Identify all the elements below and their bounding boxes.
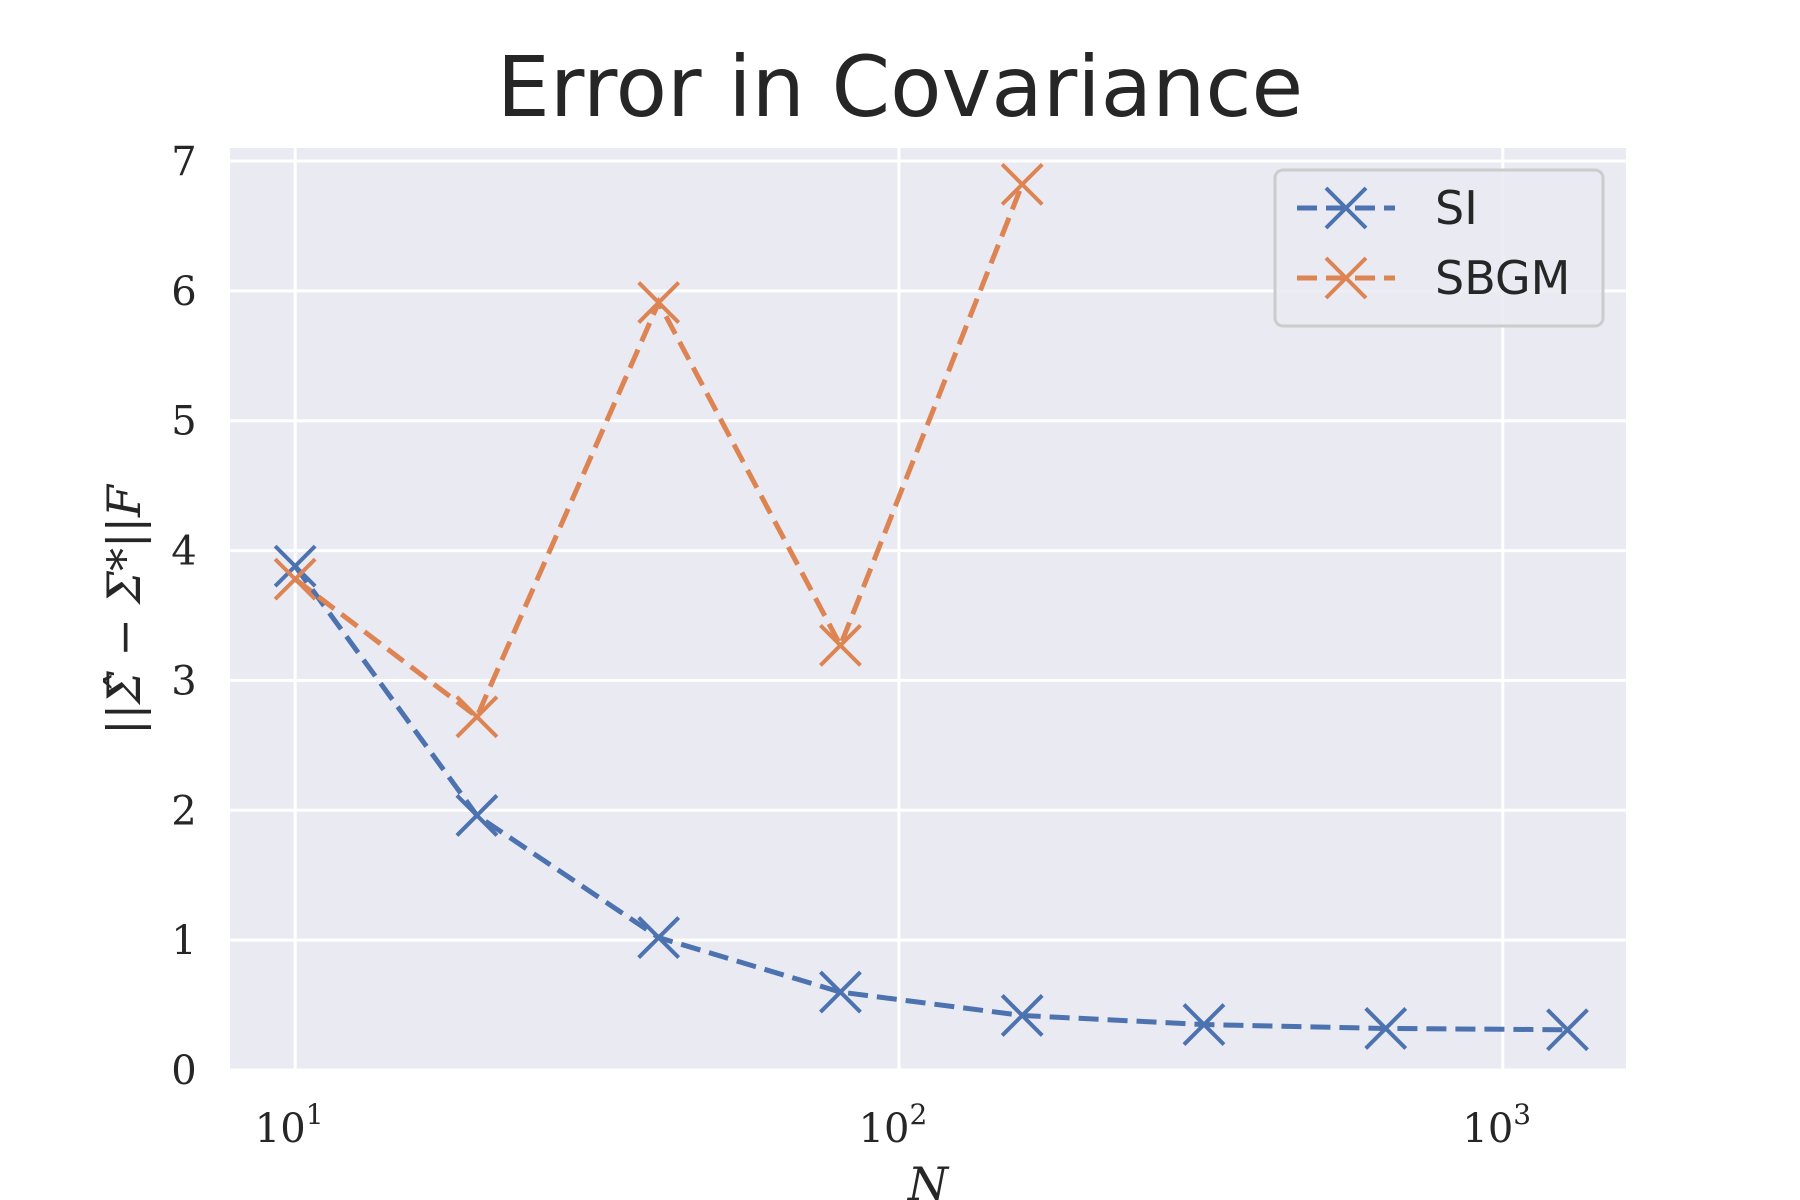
data-point-marker <box>637 916 681 959</box>
data-point-marker <box>819 970 862 1014</box>
y-tick-label: 0 <box>171 1048 196 1094</box>
chart-title: Error in Covariance <box>496 38 1304 136</box>
y-tick-label: 6 <box>171 269 196 315</box>
series-si <box>273 544 1589 1052</box>
legend-label: SBGM <box>1435 251 1570 305</box>
data-point-marker <box>1182 1003 1226 1046</box>
y-tick-label: 1 <box>171 918 196 964</box>
y-tick-label: 2 <box>171 788 196 834</box>
legend-entry: SBGM <box>1297 251 1570 305</box>
legend-marker <box>1324 256 1368 300</box>
data-point-marker <box>273 557 317 601</box>
series-sbgm <box>273 162 1044 739</box>
y-tick-label: 5 <box>171 399 196 445</box>
legend-entry: SI <box>1297 181 1478 235</box>
series-layer <box>273 162 1589 1052</box>
data-point-marker <box>1000 162 1044 206</box>
series-line <box>293 564 1568 1033</box>
y-axis-label: ||Σ̂ − Σ*||F <box>97 483 151 735</box>
x-tick-label: 103 <box>1462 1098 1531 1152</box>
legend: SI SBGM <box>1273 168 1605 328</box>
y-tick-label: 4 <box>171 529 196 575</box>
data-point-marker <box>455 695 499 739</box>
data-point-marker <box>455 794 499 837</box>
x-tick-label: 102 <box>859 1098 928 1152</box>
legend-marker <box>1324 186 1368 230</box>
y-tick-label: 3 <box>171 658 196 704</box>
x-tick-label: 101 <box>255 1098 324 1152</box>
legend-label: SI <box>1435 181 1478 235</box>
data-point-marker <box>1546 1008 1589 1052</box>
y-tick-label: 7 <box>171 139 196 185</box>
data-point-marker <box>1364 1007 1408 1050</box>
data-point-marker <box>637 281 681 324</box>
data-point-marker <box>273 544 317 588</box>
data-point-marker <box>819 623 862 667</box>
data-point-marker <box>1000 994 1044 1037</box>
x-axis-label: N <box>907 1157 950 1200</box>
